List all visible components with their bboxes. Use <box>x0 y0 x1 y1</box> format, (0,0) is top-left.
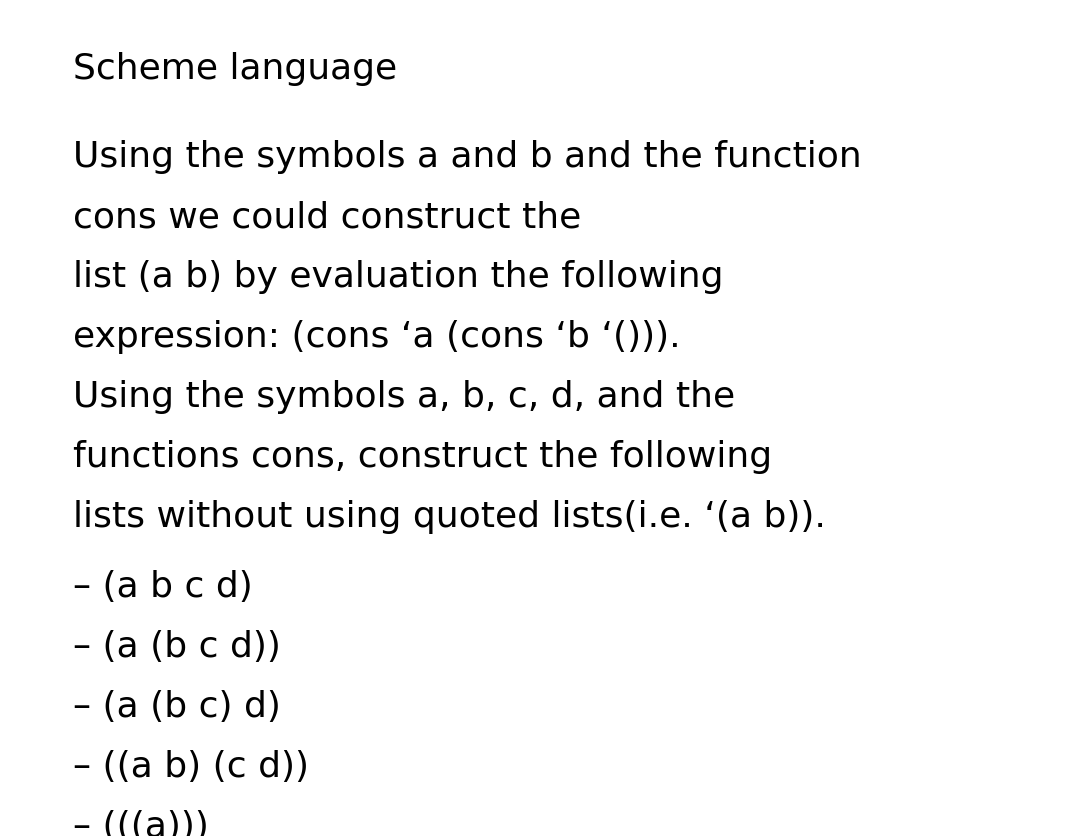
Text: – (a (b c d)): – (a (b c d)) <box>73 630 281 664</box>
Text: – (((a))): – (((a))) <box>73 810 210 836</box>
Text: lists without using quoted lists(i.e. ‘(a b)).: lists without using quoted lists(i.e. ‘(… <box>73 500 826 534</box>
Text: – (a (b c) d): – (a (b c) d) <box>73 690 281 724</box>
Text: list (a b) by evaluation the following: list (a b) by evaluation the following <box>73 260 724 294</box>
Text: Scheme language: Scheme language <box>73 52 397 86</box>
Text: functions cons, construct the following: functions cons, construct the following <box>73 440 772 474</box>
Text: cons we could construct the: cons we could construct the <box>73 200 582 234</box>
Text: – ((a b) (c d)): – ((a b) (c d)) <box>73 750 310 784</box>
Text: expression: (cons ‘a (cons ‘b ‘())).: expression: (cons ‘a (cons ‘b ‘())). <box>73 320 681 354</box>
Text: Using the symbols a and b and the function: Using the symbols a and b and the functi… <box>73 140 862 174</box>
Text: Using the symbols a, b, c, d, and the: Using the symbols a, b, c, d, and the <box>73 380 735 414</box>
Text: – (a b c d): – (a b c d) <box>73 570 253 604</box>
